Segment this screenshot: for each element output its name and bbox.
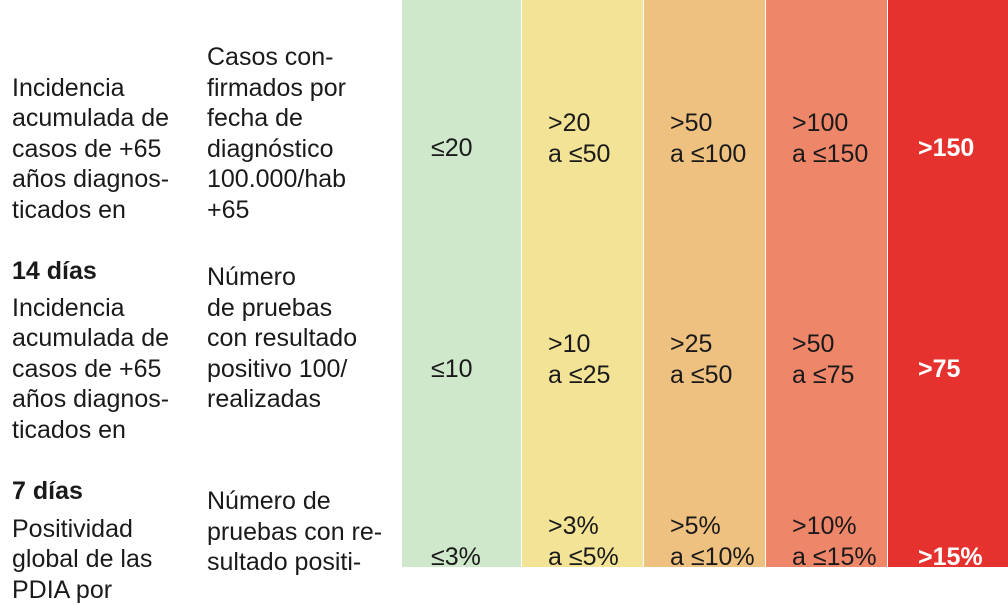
- level-column-1: [402, 0, 521, 567]
- row-2-description: Número de pruebas con resultado positivo…: [207, 263, 358, 413]
- row-3-level-3: >5% a ≤10%: [670, 512, 755, 571]
- level-column-2: [522, 0, 643, 567]
- row-1-level-5: >150: [918, 134, 975, 162]
- row-1-metric-period: 14 días: [12, 256, 97, 285]
- row-3-level-4: >10% a ≤15%: [792, 512, 877, 571]
- row-2-level-2: >10 a ≤25: [548, 330, 611, 389]
- row-2-level-3: >25 a ≤50: [670, 330, 733, 389]
- row-2-level-1: ≤10: [431, 355, 473, 383]
- row-3-description: Número de pruebas con re- sultado positi…: [207, 487, 383, 576]
- row-2-metric: Incidencia acumulada de casos de +65 año…: [12, 262, 169, 506]
- row-1-metric: Incidencia acumulada de casos de +65 año…: [12, 42, 169, 286]
- row-3-level-1: ≤3%: [431, 543, 481, 571]
- level-column-5: [888, 0, 1008, 567]
- row-1-level-3: >50 a ≤100: [670, 109, 747, 168]
- row-3-metric: Positividad global de las PDIA por: [12, 483, 152, 605]
- row-1-level-1: ≤20: [431, 134, 473, 162]
- row-2-level-4: >50 a ≤75: [792, 330, 855, 389]
- row-2-metric-period: 7 días: [12, 476, 83, 505]
- row-3-level-5: >15%: [918, 543, 983, 571]
- row-1-description: Casos con- firmados por fecha de diagnós…: [207, 43, 347, 224]
- row-1-metric-text: Incidencia acumulada de casos de +65 año…: [12, 73, 170, 224]
- level-column-4: [766, 0, 887, 567]
- row-2-metric-text: Incidencia acumulada de casos de +65 año…: [12, 293, 170, 444]
- row-3-level-2: >3% a ≤5%: [548, 512, 619, 571]
- row-1-level-4: >100 a ≤150: [792, 109, 869, 168]
- row-2-level-5: >75: [918, 355, 961, 383]
- level-column-3: [644, 0, 765, 567]
- row-1-level-2: >20 a ≤50: [548, 109, 611, 168]
- row-3-metric-text: Positividad global de las PDIA por: [12, 514, 153, 604]
